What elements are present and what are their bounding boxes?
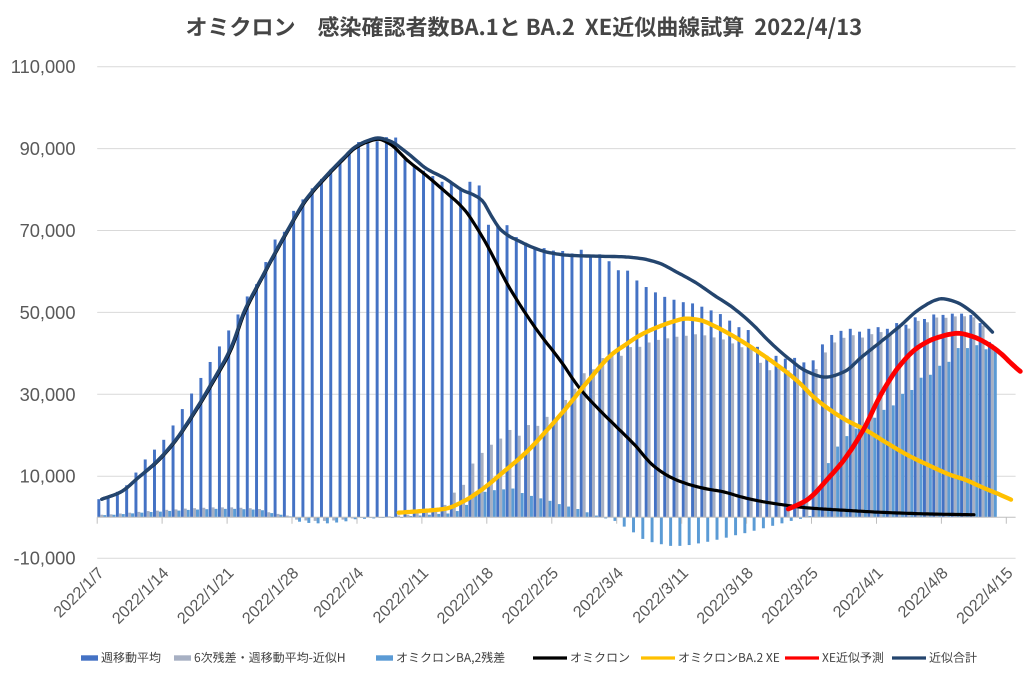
svg-text:90,000: 90,000 (20, 138, 76, 159)
svg-text:110,000: 110,000 (11, 56, 76, 77)
svg-text:70,000: 70,000 (20, 220, 76, 241)
svg-text:50,000: 50,000 (20, 302, 76, 323)
svg-text:-10,000: -10,000 (13, 548, 75, 569)
svg-text:30,000: 30,000 (20, 384, 76, 405)
svg-text:10,000: 10,000 (20, 466, 76, 487)
